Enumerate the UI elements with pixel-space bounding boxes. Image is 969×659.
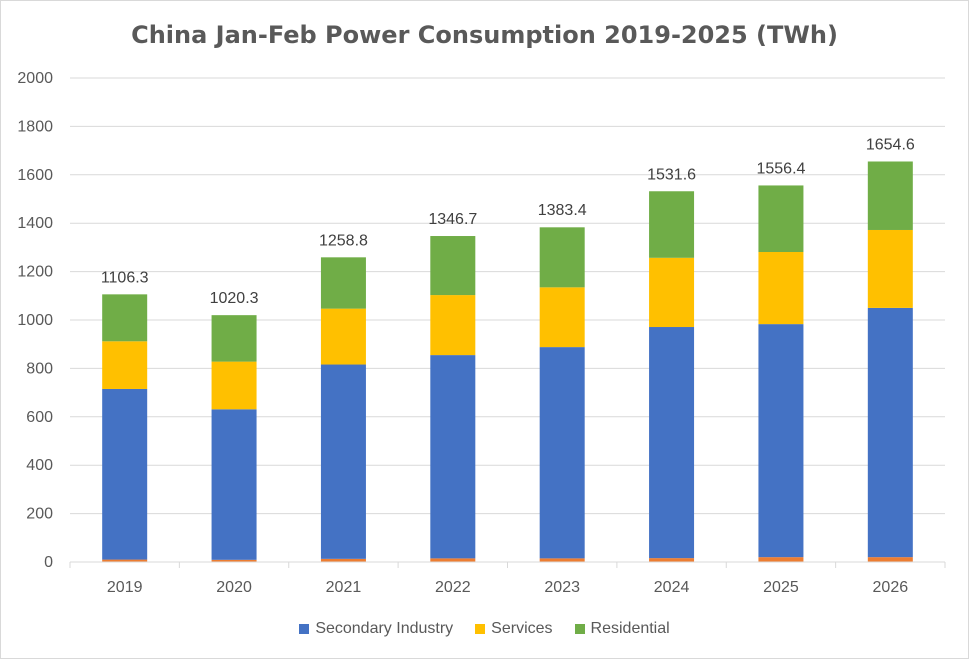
x-tick-label: 2025 [763,579,799,596]
bar-series-0 [430,558,476,562]
total-data-label: 1531.6 [647,166,696,183]
legend-item-secondary-industry: Secondary Industry [299,620,453,638]
legend-swatch-secondary-industry [299,624,310,634]
chart-title: China Jan-Feb Power Consumption 2019-202… [131,21,838,49]
y-tick-label: 0 [44,554,53,571]
total-data-label: 1346.7 [428,211,477,228]
gridlines [70,77,945,515]
y-tick-label: 800 [26,360,53,377]
x-tick-label: 2024 [654,579,690,596]
legend-label-residential: Residential [590,620,670,637]
x-tick-label: 2022 [435,579,471,596]
bar-series-0 [758,557,804,562]
total-data-label: 1654.6 [866,137,915,154]
bar-residential [867,161,913,230]
total-data-label: 1258.8 [319,232,368,249]
x-tick-label: 2026 [873,579,909,596]
total-data-label: 1106.3 [101,269,149,286]
bar-secondary-industry [539,347,585,559]
bar-series-0 [320,558,366,562]
y-tick-label: 1000 [17,312,53,329]
y-tick-label: 200 [26,506,53,523]
bars [102,161,913,562]
bar-secondary-industry [102,388,148,560]
bar-services [758,251,804,325]
bar-residential [430,236,476,296]
bar-secondary-industry [867,307,913,558]
bar-services [867,229,913,308]
bar-residential [211,315,257,362]
total-data-label: 1556.4 [756,160,805,177]
y-tick-label: 400 [26,457,53,474]
y-axis-ticks: 0 200 400 600 800 1000 1200 1400 1600 1800 2000 [17,70,53,571]
x-tick-label: 2023 [544,579,580,596]
y-tick-label: 1400 [17,215,53,232]
legend: Secondary Industry Services Residential [1,620,968,638]
legend-item-residential: Residential [574,620,670,638]
y-tick-label: 600 [26,409,53,426]
x-axis-ticks: 2019 2020 2021 2022 2023 2024 2025 2026 [69,562,946,596]
legend-label-services: Services [491,620,553,637]
legend-swatch-services [475,624,486,634]
bar-services [211,361,257,410]
bar-residential [539,227,585,288]
y-tick-label: 2000 [17,70,53,87]
bar-residential [320,257,366,309]
bar-services [539,287,585,348]
bar-series-0 [649,558,695,562]
bar-series-0 [539,558,585,562]
y-tick-label: 1200 [17,264,53,281]
bar-services [649,257,695,328]
legend-swatch-residential [574,624,585,634]
bar-residential [102,294,148,342]
x-tick-label: 2019 [107,579,143,596]
bar-residential [649,191,695,258]
bar-secondary-industry [649,327,695,559]
bar-services [102,341,148,389]
total-data-label: 1383.4 [538,202,587,219]
bar-secondary-industry [320,364,366,559]
y-tick-label: 1600 [17,167,53,184]
bar-secondary-industry [758,324,804,558]
bar-series-0 [867,557,913,562]
legend-label-secondary-industry: Secondary Industry [315,620,454,637]
y-tick-label: 1800 [17,118,53,135]
bar-series-0 [102,559,148,562]
bar-secondary-industry [211,409,257,560]
bar-services [320,308,366,365]
bar-secondary-industry [430,355,476,559]
bar-series-0 [211,559,257,562]
bar-services [430,295,476,356]
bar-residential [758,185,804,252]
x-tick-label: 2020 [216,579,252,596]
legend-item-services: Services [475,620,553,638]
total-data-label: 1020.3 [210,290,259,307]
x-tick-label: 2021 [326,579,362,596]
total-labels: 1106.3 1020.3 1258.8 1346.7 1383.4 1531.6 1556… [101,137,915,308]
